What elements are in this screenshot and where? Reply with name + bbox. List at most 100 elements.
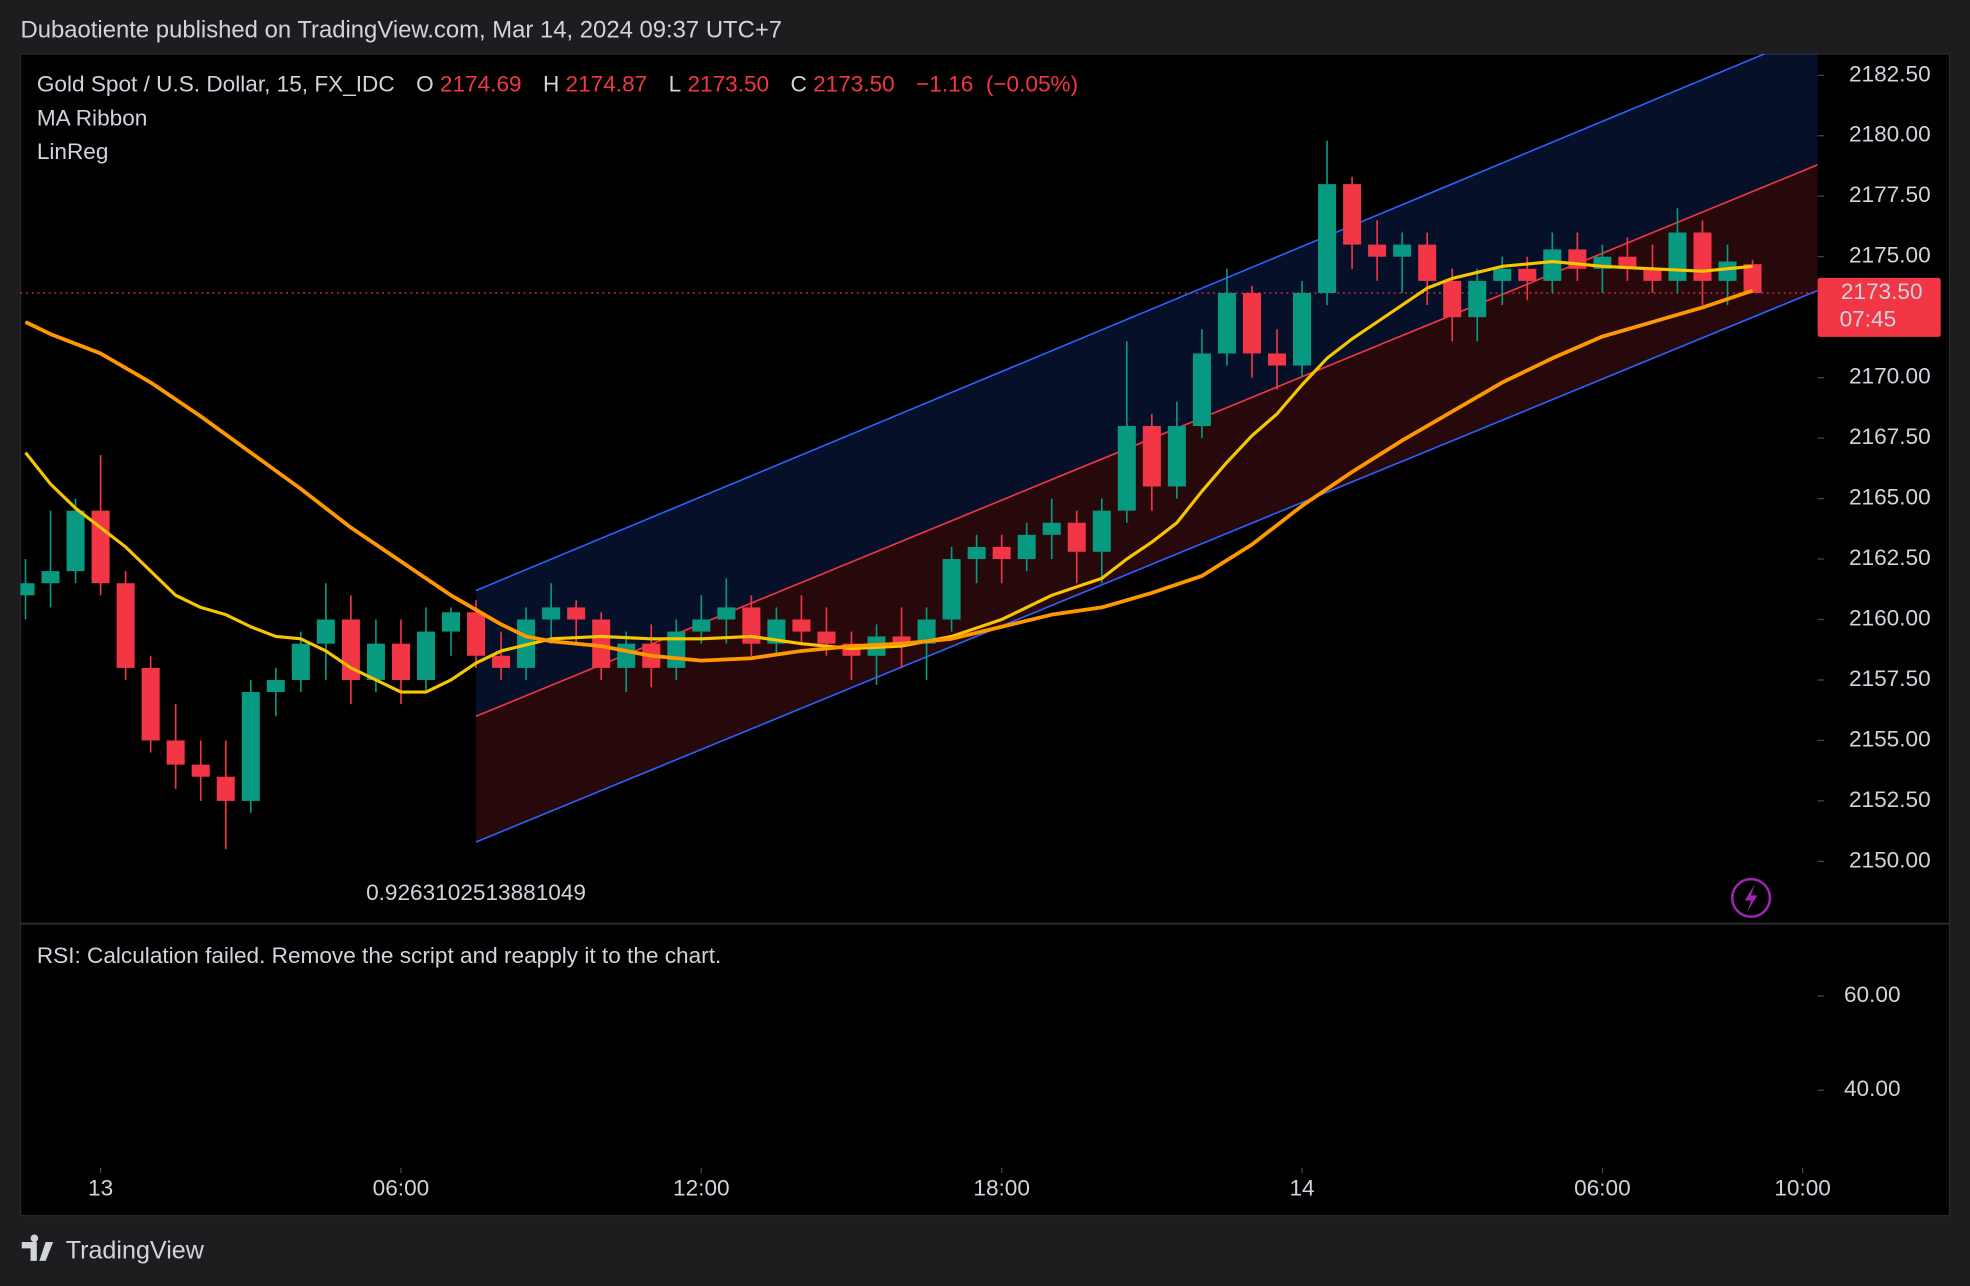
ohlc-value: 2174.87: [566, 71, 648, 96]
x-tick-label: 14: [1289, 1175, 1314, 1200]
y-tick-label: 2165.00: [1849, 485, 1931, 510]
candle-body: [166, 740, 185, 765]
candle-body: [1293, 292, 1312, 366]
candle-body: [442, 612, 461, 632]
candle-body: [1468, 280, 1487, 318]
candle-body: [91, 510, 110, 584]
ma-line: [24, 288, 1754, 663]
candle-body: [1668, 232, 1687, 281]
x-tick-label: 06:00: [1574, 1175, 1631, 1200]
y-tick-label: 2162.50: [1849, 545, 1931, 570]
alert-icon[interactable]: [1730, 877, 1772, 919]
y-tick-label: 2157.50: [1849, 666, 1931, 691]
candle-body: [1393, 244, 1412, 257]
candle-body: [1543, 249, 1562, 281]
ohlc-value: 2173.50: [687, 71, 769, 96]
candle-body: [1643, 268, 1662, 281]
candle-body: [1518, 268, 1537, 281]
countdown-label: 07:45: [1840, 307, 1897, 332]
ohlc-key: L: [669, 71, 682, 96]
symbol-title: Gold Spot / U.S. Dollar, 15, FX_IDC: [37, 71, 395, 96]
ohlc-key: H: [543, 71, 559, 96]
ohlc-value: 2173.50: [813, 71, 895, 96]
candle-body: [1343, 184, 1362, 245]
rsi-message: RSI: Calculation failed. Remove the scri…: [37, 943, 721, 968]
candle-body: [767, 619, 786, 644]
ma-line: [24, 259, 1753, 694]
candle-body: [942, 559, 961, 620]
candle-body: [66, 510, 85, 572]
candle-body: [241, 692, 260, 801]
linreg-lower: [475, 289, 1818, 843]
candle-body: [667, 631, 686, 668]
candle-body: [316, 619, 335, 644]
alert-bolt[interactable]: [1744, 884, 1758, 912]
x-tick-label: 10:00: [1774, 1175, 1831, 1200]
candle-body: [1443, 280, 1462, 318]
ohlc-key: O: [416, 71, 434, 96]
candle-body: [1493, 268, 1512, 281]
candle-body: [1743, 264, 1762, 293]
candle-body: [1192, 353, 1211, 427]
legend-line: Gold Spot / U.S. Dollar, 15, FX_IDC O 21…: [37, 71, 1078, 96]
candle-body: [1418, 244, 1437, 281]
candle-body: [1017, 534, 1036, 560]
candle-body: [416, 631, 435, 680]
linreg-upper: [475, 54, 1767, 592]
overlay: 2150.00 2152.50 2155.00 2157.50 2160.00 2162.…: [88, 61, 1941, 1200]
candle-body: [266, 679, 285, 693]
candle-body: [1067, 522, 1086, 552]
header-text: Dubaotiente published on TradingView.com…: [21, 17, 783, 44]
candle-body: [617, 643, 636, 668]
y-tick-label: 2150.00: [1849, 847, 1931, 872]
last-price-label: 2173.50: [1841, 279, 1923, 304]
candle-body: [692, 619, 711, 632]
footer-logo: TradingView: [21, 1234, 205, 1265]
alert-circle[interactable]: [1730, 877, 1772, 919]
candle-body: [917, 619, 936, 644]
x-tick-label: 12:00: [673, 1175, 730, 1200]
last-price-tag: [1817, 277, 1941, 337]
x-tick-label: 13: [88, 1175, 113, 1200]
candle-body: [1618, 256, 1637, 269]
candle-body: [717, 607, 736, 620]
x-tick-label: 18:00: [973, 1175, 1030, 1200]
ohlc-value: 2174.69: [440, 71, 522, 96]
candle-body: [391, 643, 410, 680]
change-pct: (−0.05%): [986, 71, 1078, 96]
candle-body: [191, 764, 210, 777]
candle-body: [366, 643, 385, 680]
candle-body: [992, 546, 1011, 560]
indicator-name: MA Ribbon: [37, 105, 148, 130]
y-tick-label: 2175.00: [1849, 243, 1931, 268]
candle-body: [41, 571, 60, 584]
candle-body: [1042, 522, 1061, 535]
rsi-y-tick-label: 40.00: [1844, 1076, 1901, 1101]
candle-body: [1217, 292, 1236, 354]
candle-body: [967, 546, 986, 560]
candle-body: [467, 612, 486, 656]
main-pane: [20, 54, 1818, 850]
candle-body: [20, 583, 35, 596]
change: −1.16: [916, 71, 973, 96]
candle-body: [1142, 426, 1161, 487]
candle-body: [1092, 510, 1111, 552]
y-tick-label: 2180.00: [1849, 122, 1931, 147]
y-tick-label: 2155.00: [1849, 726, 1931, 751]
footer-brand: TradingView: [66, 1237, 205, 1265]
candle-body: [817, 631, 836, 644]
candle-body: [592, 619, 611, 668]
linreg-upper-fill: [476, 54, 1818, 717]
candle-body: [542, 607, 561, 620]
candle-body: [291, 643, 310, 680]
indicator-name: LinReg: [37, 139, 109, 164]
logo-icon: [21, 1234, 54, 1261]
y-tick-label: 2170.00: [1849, 364, 1931, 389]
candle-body: [216, 776, 235, 801]
y-tick-label: 2152.50: [1849, 787, 1931, 812]
candle-body: [141, 667, 160, 741]
rsi-y-tick-label: 60.00: [1844, 982, 1901, 1007]
candle-body: [742, 607, 761, 644]
candle-body: [1718, 261, 1737, 281]
